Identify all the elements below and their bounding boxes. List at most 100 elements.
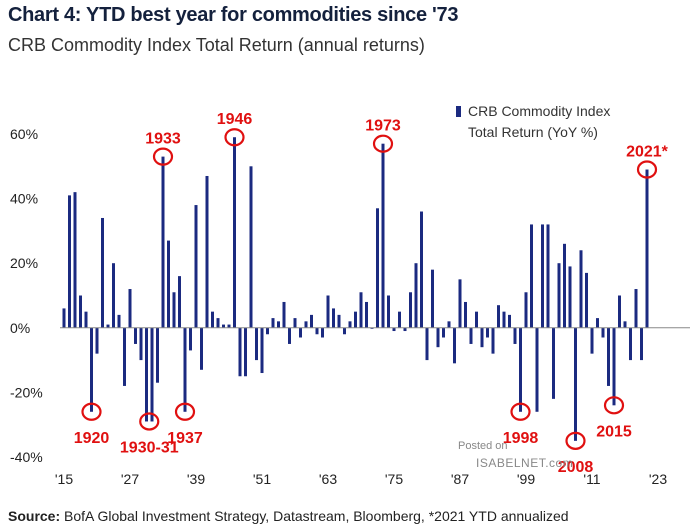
bar xyxy=(68,195,71,328)
highlight-circle xyxy=(372,134,394,153)
x-tick-label: '87 xyxy=(451,471,469,487)
bar xyxy=(409,292,412,328)
bar xyxy=(596,318,599,328)
highlight-circle xyxy=(174,402,196,421)
bar xyxy=(62,308,66,328)
bar xyxy=(618,295,621,328)
highlight-label: 1973 xyxy=(365,118,401,135)
bar xyxy=(73,192,77,328)
highlight-circle xyxy=(139,412,160,431)
highlight-circle xyxy=(224,128,245,147)
bar xyxy=(623,321,627,328)
bar xyxy=(524,292,528,328)
bar xyxy=(475,311,478,328)
highlight-label: 2015 xyxy=(596,423,632,440)
bar xyxy=(612,327,616,406)
bar xyxy=(486,327,489,338)
highlight-circle xyxy=(565,431,586,450)
bar xyxy=(381,143,385,328)
bar xyxy=(535,327,539,412)
chart-subtitle: CRB Commodity Index Total Return (annual… xyxy=(8,35,425,55)
bar xyxy=(376,208,379,328)
highlight-label: 1920 xyxy=(74,430,110,447)
x-tick-label: '27 xyxy=(121,471,139,487)
bar xyxy=(425,327,429,361)
y-tick-label: -40% xyxy=(10,449,43,465)
bar xyxy=(601,327,605,338)
bar xyxy=(453,327,456,364)
bar xyxy=(579,250,583,328)
highlight-circle xyxy=(510,402,531,421)
bar xyxy=(134,327,137,344)
x-tick-label: '39 xyxy=(187,471,205,487)
bar xyxy=(447,321,451,328)
bar xyxy=(574,327,577,441)
legend-swatch xyxy=(456,106,461,117)
x-tick-label: '63 xyxy=(319,471,337,487)
bar xyxy=(326,295,330,328)
y-tick-label: 20% xyxy=(10,255,38,271)
bar xyxy=(436,327,440,348)
highlight-label: 1937 xyxy=(167,430,203,447)
bar xyxy=(79,295,82,328)
bar xyxy=(282,301,286,328)
bar xyxy=(343,327,346,335)
bar xyxy=(508,314,511,328)
bar xyxy=(205,175,209,328)
x-tick-label: '51 xyxy=(253,471,271,487)
bar xyxy=(293,318,297,328)
chart-title: Chart 4: YTD best year for commodities s… xyxy=(8,4,459,26)
bar xyxy=(321,327,324,338)
bar xyxy=(172,292,176,328)
bar xyxy=(90,327,93,412)
bar xyxy=(513,327,517,344)
bar xyxy=(189,327,192,351)
bar xyxy=(299,327,302,338)
highlight-label: 1933 xyxy=(145,131,181,148)
highlight-label: 1998 xyxy=(503,430,539,447)
bar xyxy=(387,295,390,328)
bar xyxy=(216,318,220,328)
bar xyxy=(469,327,473,344)
bar xyxy=(211,311,214,328)
bar xyxy=(431,269,434,328)
bar xyxy=(607,327,610,386)
bar xyxy=(95,327,99,354)
bar xyxy=(255,327,258,361)
bar xyxy=(398,311,401,328)
bar xyxy=(546,224,550,328)
bar xyxy=(106,324,110,328)
bar xyxy=(557,263,561,328)
legend-label: Total Return (YoY %) xyxy=(468,124,598,140)
bar xyxy=(552,327,555,399)
bar xyxy=(183,327,187,412)
bar xyxy=(260,327,264,374)
bar xyxy=(200,327,203,370)
y-tick-label: -20% xyxy=(10,384,43,400)
highlight-label: 1946 xyxy=(217,111,253,128)
legend-label: CRB Commodity Index xyxy=(468,103,610,119)
bar xyxy=(277,321,280,328)
bar xyxy=(497,305,500,328)
bar xyxy=(502,311,506,328)
bar xyxy=(629,327,632,361)
bar xyxy=(150,327,154,422)
bar xyxy=(568,266,572,328)
watermark-site: ISABELNET.com xyxy=(476,456,574,470)
x-tick-label: '11 xyxy=(583,471,600,487)
source-note: Source: BofA Global Investment Strategy,… xyxy=(8,508,569,524)
highlight-circle xyxy=(81,402,102,421)
bar xyxy=(348,321,352,328)
bar xyxy=(161,156,165,328)
bar xyxy=(420,211,423,328)
highlight-circle xyxy=(152,147,174,166)
bar xyxy=(222,324,225,328)
bar xyxy=(249,166,253,328)
y-tick-label: 0% xyxy=(10,320,30,336)
watermark-posted-on: Posted on xyxy=(458,440,508,452)
bar xyxy=(238,327,242,377)
bar xyxy=(519,327,522,412)
bar xyxy=(112,263,115,328)
bar xyxy=(403,327,407,332)
bar xyxy=(590,327,594,354)
